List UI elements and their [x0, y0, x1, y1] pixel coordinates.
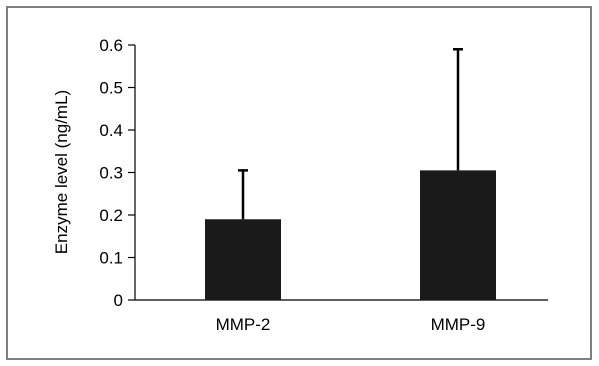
x-tick-label: MMP-2: [216, 315, 271, 334]
y-tick-label: 0.6: [99, 36, 123, 55]
bar-mmp-9: [420, 170, 496, 300]
y-tick-label: 0.2: [99, 206, 123, 225]
tick-labels: 0 0.1 0.2 0.3 0.4 0.5 0.6 MMP-2 MMP-9: [99, 36, 485, 334]
y-tick-label: 0.4: [99, 121, 123, 140]
y-tick-label: 0.3: [99, 164, 123, 183]
x-tick-label: MMP-9: [431, 315, 486, 334]
y-tick-label: 0.5: [99, 79, 123, 98]
y-tick-label: 0: [114, 291, 123, 310]
y-tick-label: 0.1: [99, 249, 123, 268]
y-axis-label: Enzyme level (ng/mL): [52, 90, 71, 254]
bars: [205, 170, 496, 300]
error-bars: [238, 48, 463, 220]
bar-mmp-2: [205, 219, 281, 300]
